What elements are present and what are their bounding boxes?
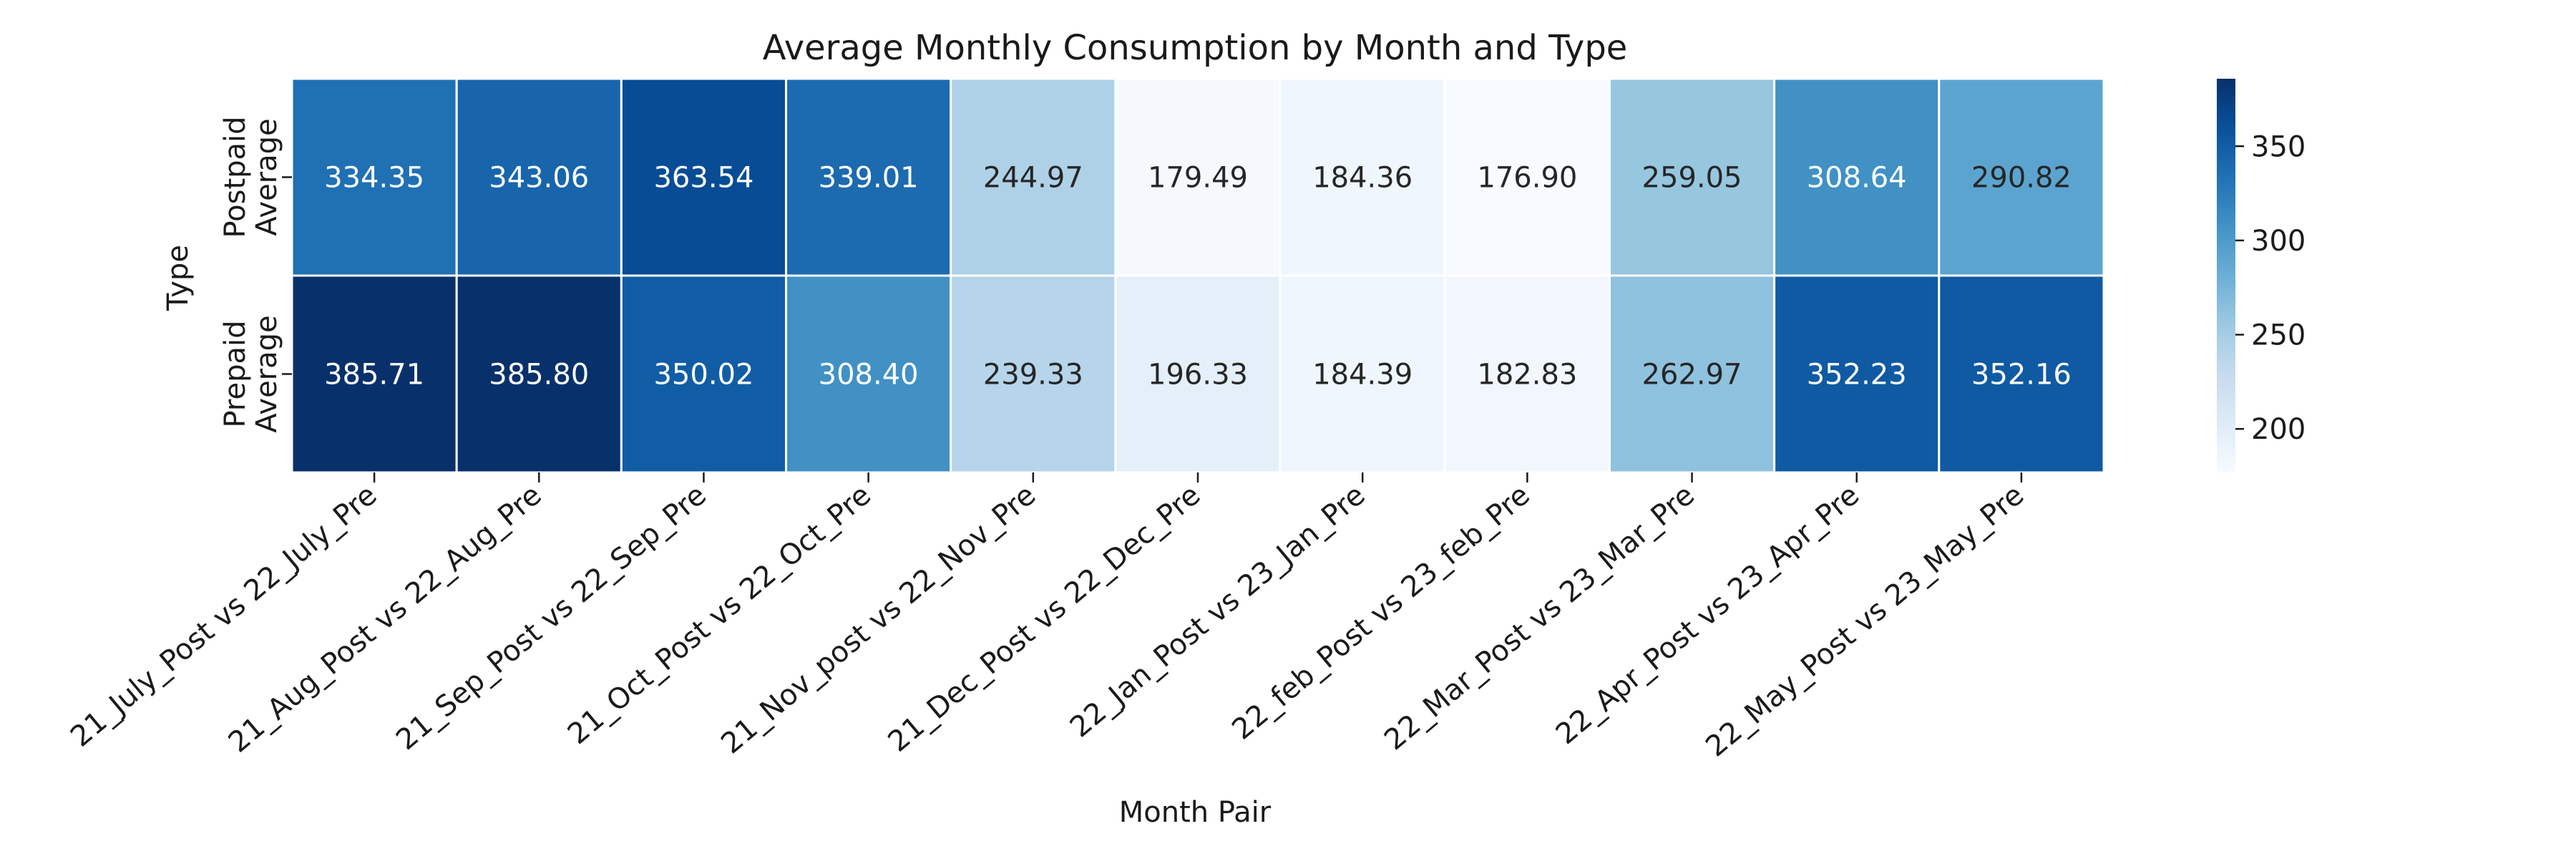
colorbar-tick-label: 250 [2251, 319, 2306, 352]
heatmap-cell [1114, 77, 1282, 277]
cell-value-label: 339.01 [819, 162, 919, 195]
y-axis-ticks: PostpaidAverage PrepaidAverage [219, 116, 292, 433]
heatmap-cell [291, 274, 458, 474]
cell-value-label: 184.39 [1312, 359, 1413, 392]
heatmap-cell [1773, 77, 1941, 277]
cell-value-label: 239.33 [983, 359, 1083, 392]
cell-value-label: 352.23 [1807, 359, 1907, 392]
colorbar-tick-label: 200 [2251, 413, 2306, 446]
cell-value-label: 182.83 [1477, 359, 1577, 392]
cell-value-label: 179.49 [1148, 162, 1248, 195]
cell-value-label: 290.82 [1971, 162, 2072, 195]
x-tick-label: 22_Jan_Post vs 23_Jan_Pre [1064, 478, 1372, 744]
colorbar-tick-label: 300 [2251, 225, 2306, 258]
colorbar-tick-label: 350 [2251, 130, 2306, 163]
colorbar-gradient [2217, 79, 2235, 472]
heatmap-cells [291, 77, 2105, 474]
x-tick-label: 21_Dec_Post vs 22_Dec_Pre [882, 478, 1207, 758]
heatmap-cell [1279, 274, 1446, 474]
cell-value-label: 308.40 [819, 359, 919, 392]
x-tick-label: 22_May_Post vs 23_May_Pre [1699, 478, 2030, 763]
cell-value-labels: 334.35 343.06 363.54 339.01 244.97 179.49 184.… [324, 162, 2072, 392]
cell-value-label: 350.02 [653, 359, 753, 392]
x-tick-label: 21_Nov_post vs 22_Nov_Pre [715, 478, 1042, 760]
heatmap-cell [1608, 274, 1776, 474]
cell-value-label: 176.90 [1477, 162, 1577, 195]
heatmap-cell [1114, 274, 1282, 474]
heatmap-cell [620, 77, 788, 277]
cell-value-label: 363.54 [653, 162, 753, 195]
heatmap-cell [1938, 274, 2105, 474]
cell-value-label: 184.36 [1312, 162, 1413, 195]
heatmap-cell [620, 274, 788, 474]
cell-value-label: 262.97 [1642, 359, 1742, 392]
cell-value-label: 352.16 [1971, 359, 2072, 392]
colorbar: 200 250 300 350 [2217, 79, 2306, 472]
heatmap-cell [291, 77, 458, 277]
cell-value-label: 259.05 [1642, 162, 1742, 195]
heatmap-cell [785, 77, 952, 277]
heatmap-cell [455, 77, 623, 277]
x-tick-label: 21_July_Post vs 22_July_Pre [64, 478, 383, 753]
heatmap-cell [455, 274, 623, 474]
x-tick-label: 22_Mar_Post vs 23_Mar_Pre [1378, 478, 1701, 757]
cell-value-label: 308.64 [1807, 162, 1907, 195]
heatmap-cell [1938, 77, 2105, 277]
heatmap-cell [1773, 274, 1941, 474]
x-tick-label: 21_Aug_Post vs 22_Aug_Pre [223, 478, 548, 759]
cell-value-label: 385.80 [489, 359, 589, 392]
cell-value-label: 244.97 [983, 162, 1083, 195]
heatmap-cell [1443, 77, 1611, 277]
cell-value-label: 385.71 [324, 359, 424, 392]
y-axis-label: Type [162, 245, 195, 311]
cell-value-label: 343.06 [489, 162, 589, 195]
y-tick-label: PrepaidAverage [219, 315, 283, 432]
heatmap-cell [1443, 274, 1611, 474]
chart-title: Average Monthly Consumption by Month and… [763, 28, 1628, 68]
x-tick-label: 21_Oct_Post vs 22_Oct_Pre [562, 478, 877, 751]
y-tick-label: PostpaidAverage [219, 116, 283, 238]
cell-value-label: 196.33 [1148, 359, 1248, 392]
heatmap-cell [950, 77, 1117, 277]
x-tick-label: 21_Sep_Post vs 22_Sep_Pre [390, 478, 713, 757]
cell-value-label: 334.35 [324, 162, 424, 195]
x-tick-label: 22_Apr_Post vs 23_Apr_Pre [1550, 478, 1865, 751]
x-axis-label: Month Pair [1119, 796, 1272, 829]
heatmap-cell [950, 274, 1117, 474]
x-tick-label: 22_feb_Post vs 23_feb_Pre [1226, 478, 1536, 746]
